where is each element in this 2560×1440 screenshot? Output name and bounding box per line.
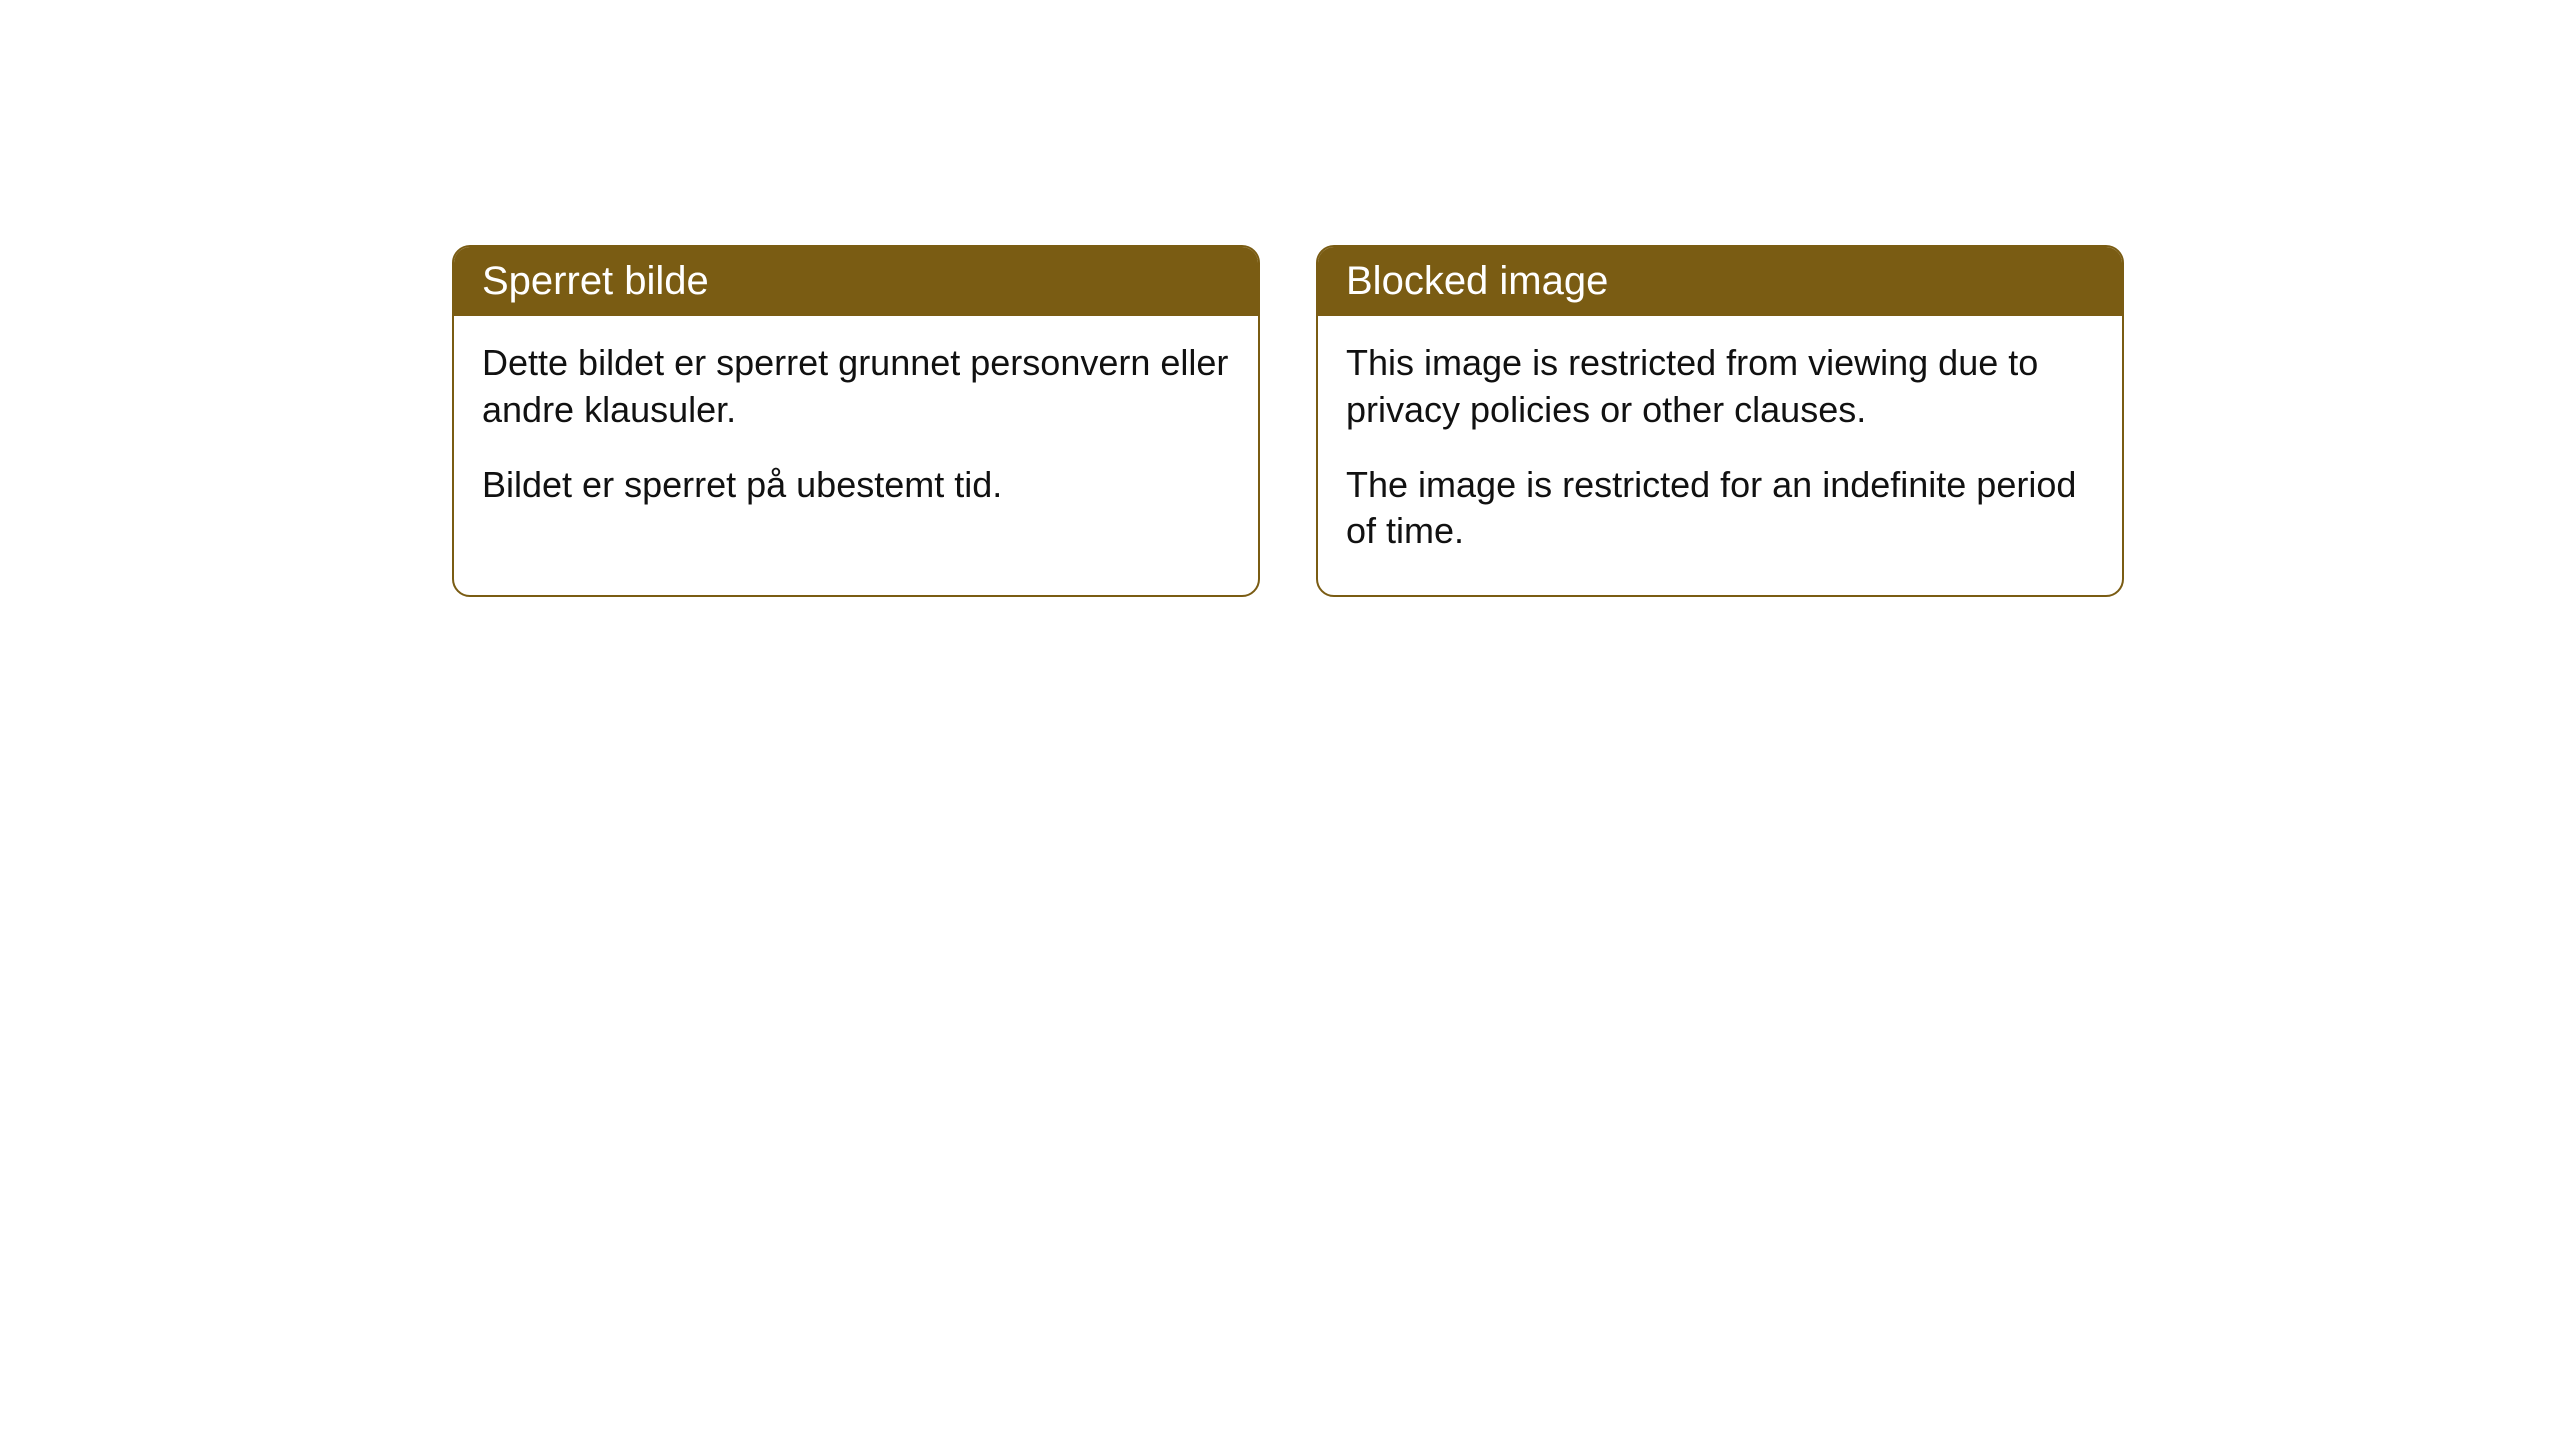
card-body: This image is restricted from viewing du…: [1318, 316, 2122, 595]
card-header: Blocked image: [1318, 247, 2122, 316]
cards-container: Sperret bilde Dette bildet er sperret gr…: [452, 245, 2124, 597]
card-body: Dette bildet er sperret grunnet personve…: [454, 316, 1258, 548]
card-header: Sperret bilde: [454, 247, 1258, 316]
card-title: Sperret bilde: [482, 259, 709, 303]
card-paragraph: Bildet er sperret på ubestemt tid.: [482, 462, 1230, 509]
blocked-image-card-norwegian: Sperret bilde Dette bildet er sperret gr…: [452, 245, 1260, 597]
card-paragraph: This image is restricted from viewing du…: [1346, 340, 2094, 434]
card-title: Blocked image: [1346, 259, 1608, 303]
card-paragraph: The image is restricted for an indefinit…: [1346, 462, 2094, 556]
blocked-image-card-english: Blocked image This image is restricted f…: [1316, 245, 2124, 597]
card-paragraph: Dette bildet er sperret grunnet personve…: [482, 340, 1230, 434]
